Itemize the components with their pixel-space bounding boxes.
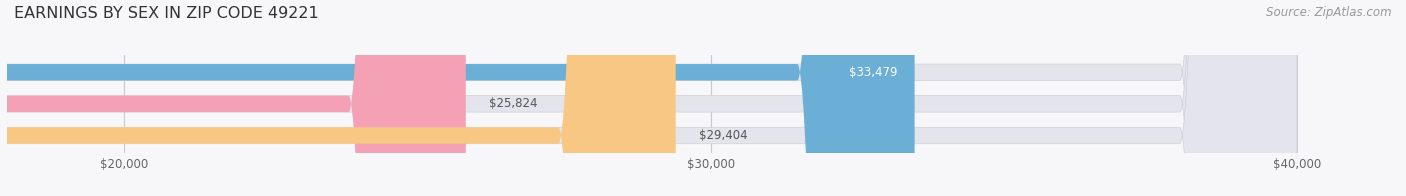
FancyBboxPatch shape bbox=[0, 0, 1296, 196]
FancyBboxPatch shape bbox=[0, 0, 915, 196]
FancyBboxPatch shape bbox=[0, 0, 676, 196]
Text: $25,824: $25,824 bbox=[489, 97, 537, 110]
Text: $29,404: $29,404 bbox=[699, 129, 748, 142]
FancyBboxPatch shape bbox=[0, 0, 1296, 196]
Text: Source: ZipAtlas.com: Source: ZipAtlas.com bbox=[1267, 6, 1392, 19]
Text: $33,479: $33,479 bbox=[849, 66, 897, 79]
FancyBboxPatch shape bbox=[0, 0, 1296, 196]
FancyBboxPatch shape bbox=[0, 0, 465, 196]
Text: EARNINGS BY SEX IN ZIP CODE 49221: EARNINGS BY SEX IN ZIP CODE 49221 bbox=[14, 6, 319, 21]
